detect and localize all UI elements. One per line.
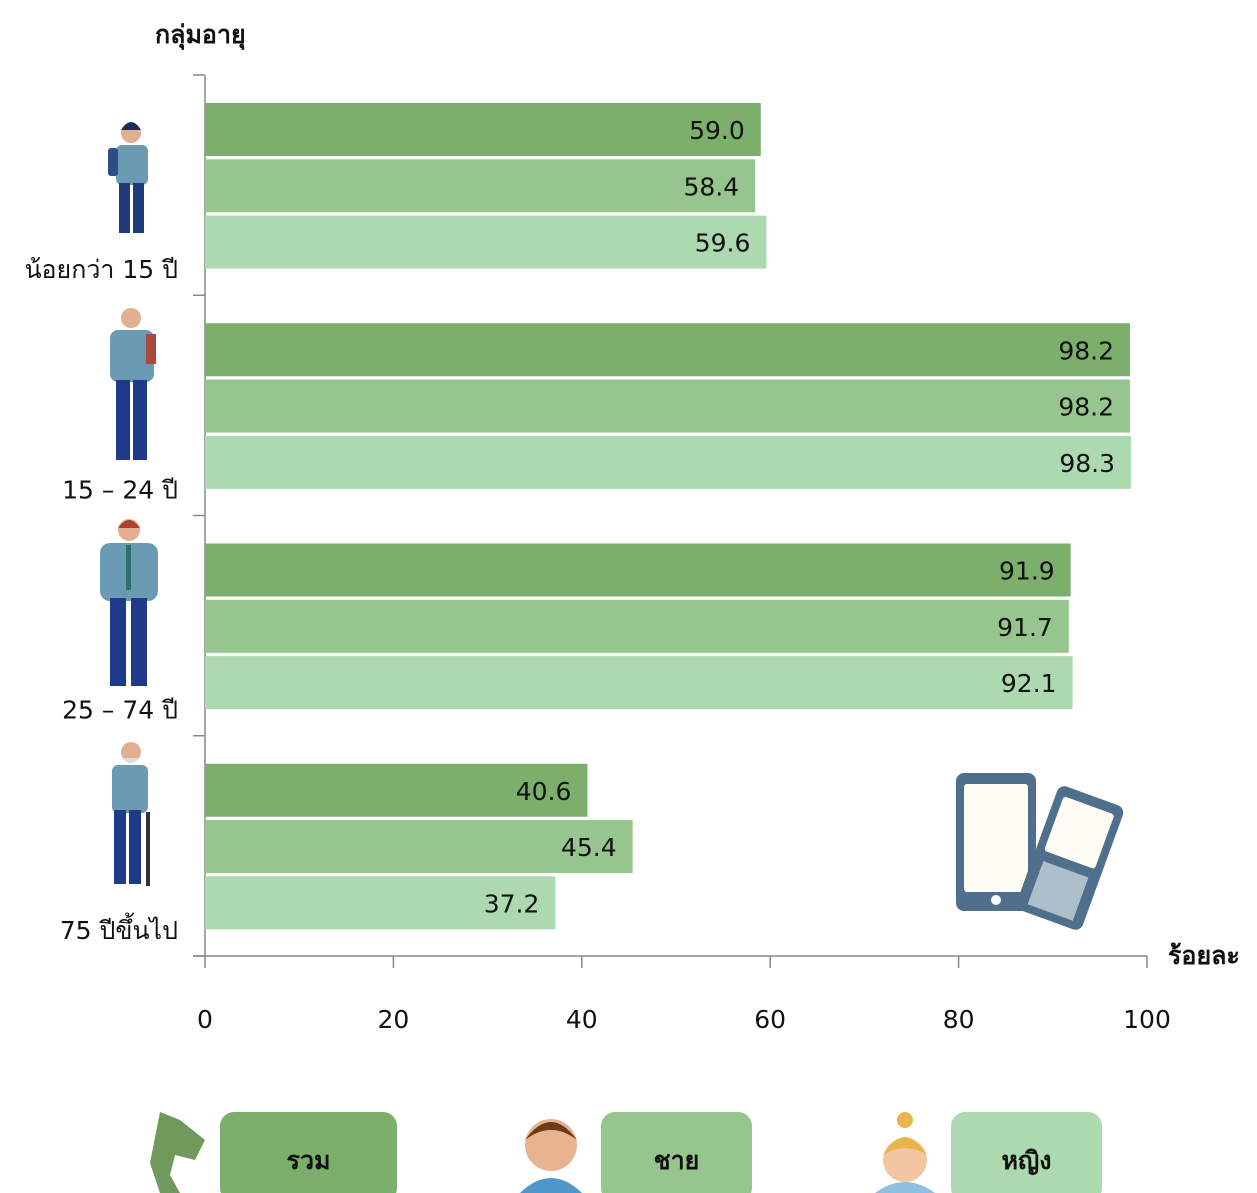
bar bbox=[205, 103, 761, 156]
x-tick-label: 100 bbox=[1123, 1005, 1171, 1034]
bar bbox=[205, 820, 633, 874]
x-tick-label: 40 bbox=[566, 1005, 598, 1034]
bar bbox=[205, 323, 1131, 377]
legend-icon bbox=[525, 1122, 577, 1140]
x-tick-label: 60 bbox=[754, 1005, 786, 1034]
legend-icon bbox=[875, 1182, 935, 1193]
x-tick-label: 20 bbox=[377, 1005, 409, 1034]
legend-swatch bbox=[220, 1112, 397, 1193]
value-label: 45.4 bbox=[561, 833, 617, 862]
value-label: 91.7 bbox=[997, 613, 1053, 642]
value-label: 91.9 bbox=[999, 557, 1055, 586]
bar bbox=[205, 763, 588, 817]
bar bbox=[205, 543, 1071, 597]
legend-item: หญิง bbox=[875, 1112, 1102, 1193]
legend-swatch bbox=[951, 1112, 1102, 1193]
legend-label: ชาย bbox=[654, 1146, 700, 1175]
legend-swatch bbox=[601, 1112, 752, 1193]
bar bbox=[205, 159, 756, 213]
bar bbox=[205, 599, 1069, 653]
category-label: 25 – 74 ปี bbox=[62, 696, 178, 725]
legend-icon bbox=[883, 1137, 927, 1155]
bar bbox=[205, 656, 1073, 710]
value-label: 98.2 bbox=[1058, 393, 1114, 422]
bar bbox=[205, 379, 1131, 433]
legend-icon bbox=[520, 1178, 582, 1193]
value-label: 58.4 bbox=[683, 172, 739, 201]
x-axis-label: ร้อยละ bbox=[1168, 941, 1240, 970]
phone-icon bbox=[956, 773, 1124, 930]
value-label: 59.0 bbox=[689, 116, 745, 145]
value-label: 92.1 bbox=[1001, 669, 1057, 698]
legend-item: รวม bbox=[150, 1112, 397, 1193]
legend-label: รวม bbox=[287, 1146, 331, 1175]
y-axis-label: กลุ่มอายุ bbox=[155, 20, 246, 51]
bar bbox=[205, 435, 1131, 489]
value-label: 37.2 bbox=[484, 889, 540, 918]
value-label: 98.2 bbox=[1058, 336, 1114, 365]
legend-icon bbox=[150, 1112, 205, 1193]
value-label: 40.6 bbox=[516, 777, 572, 806]
value-label: 59.6 bbox=[695, 229, 751, 258]
category-label: น้อยกว่า 15 ปี bbox=[24, 255, 178, 284]
x-tick-label: 80 bbox=[943, 1005, 975, 1034]
category-label: 15 – 24 ปี bbox=[62, 475, 178, 504]
bar bbox=[205, 215, 767, 269]
bar bbox=[205, 876, 556, 930]
x-tick-label: 0 bbox=[197, 1005, 213, 1034]
legend-label: หญิง bbox=[1002, 1146, 1052, 1175]
legend-item: ชาย bbox=[520, 1112, 752, 1193]
category-label: 75 ปีขึ้นไป bbox=[60, 912, 178, 945]
figures bbox=[100, 122, 158, 886]
value-label: 98.3 bbox=[1059, 449, 1115, 478]
legend-icon bbox=[897, 1112, 913, 1128]
